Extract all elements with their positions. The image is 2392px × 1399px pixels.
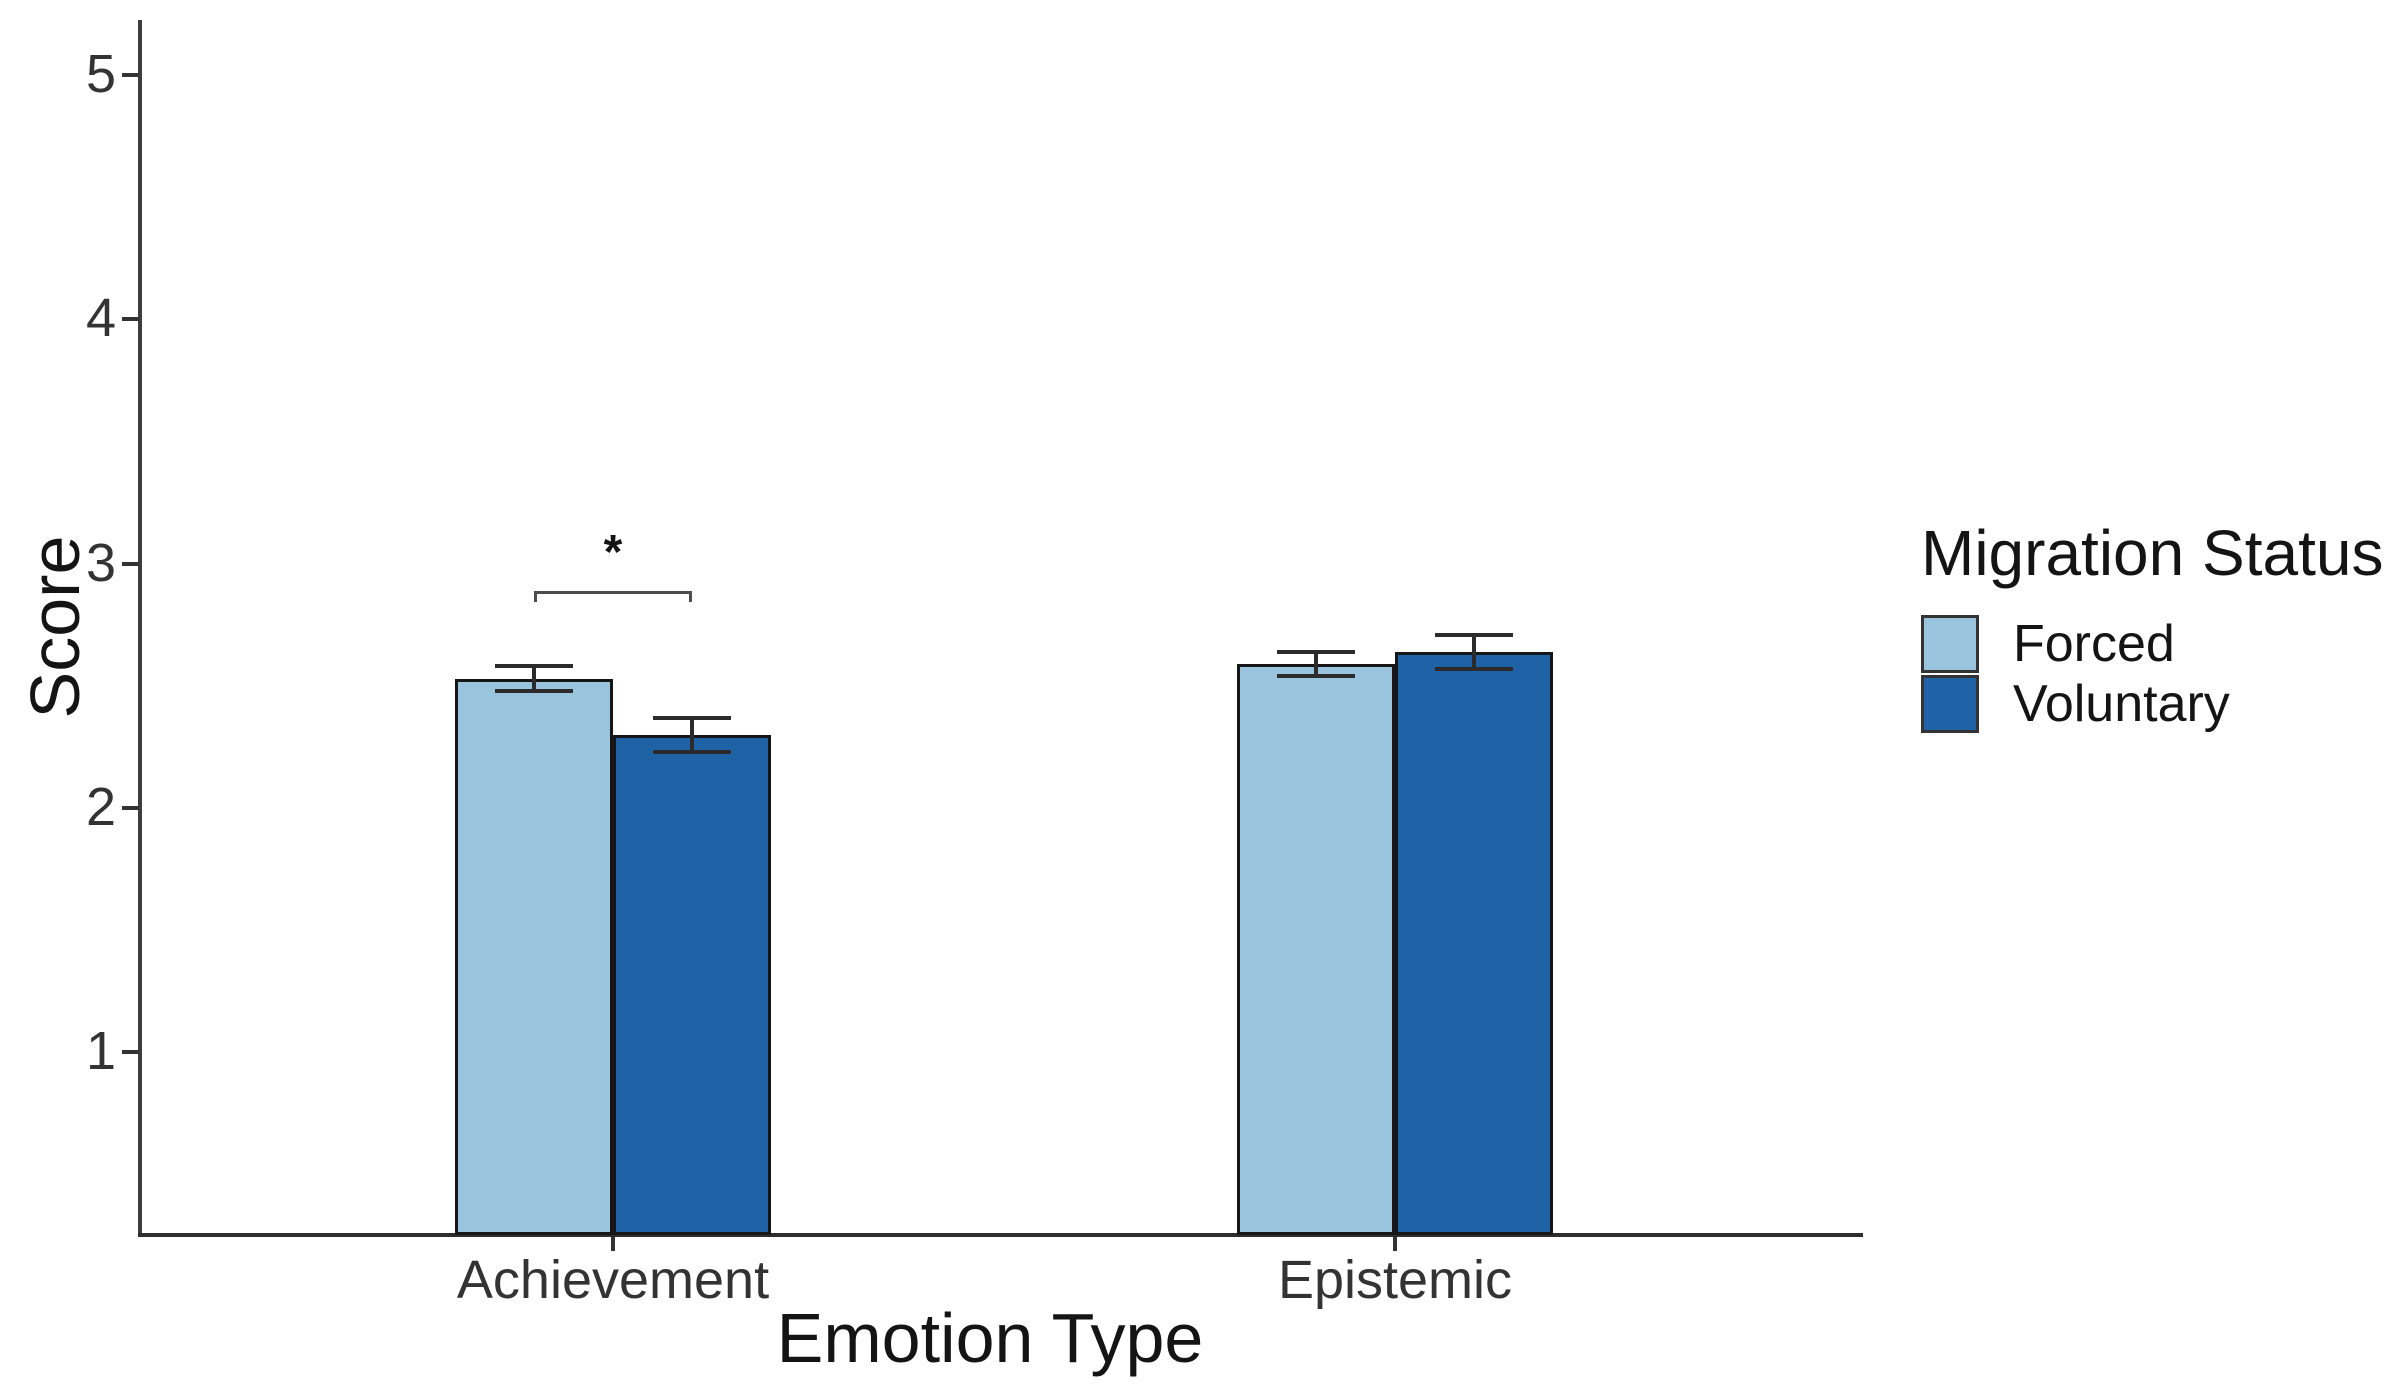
errorbar-forced-epistemic-cap-bottom	[1277, 674, 1355, 679]
errorbar-voluntary-epistemic-stem	[1472, 634, 1476, 669]
y-tick-label: 4	[85, 288, 116, 349]
bar-voluntary-achievement	[613, 734, 771, 1235]
y-axis-line	[138, 20, 142, 1237]
legend-label-voluntary: Voluntary	[2013, 674, 2230, 733]
y-tick-mark	[122, 1050, 139, 1055]
bar-forced-achievement	[455, 678, 613, 1235]
legend-item-forced: Forced	[1921, 614, 2392, 673]
x-tick-mark	[1393, 1237, 1397, 1251]
y-tick-label: 3	[85, 532, 116, 593]
legend-title: Migration Status	[1921, 517, 2384, 589]
legend-key-forced-swatch	[1921, 614, 1979, 673]
x-tick-label-epistemic: Epistemic	[1277, 1250, 1513, 1310]
errorbar-voluntary-achievement-cap-top	[653, 715, 731, 720]
bar-voluntary-epistemic	[1395, 651, 1553, 1235]
legend-key-voluntary-swatch	[1921, 674, 1979, 733]
errorbar-forced-achievement-cap-bottom	[495, 688, 573, 693]
errorbar-voluntary-achievement-cap-bottom	[653, 749, 731, 754]
x-tick-mark	[611, 1237, 615, 1251]
y-axis-title: Score	[16, 535, 94, 719]
errorbar-forced-achievement-stem	[532, 666, 536, 691]
bar-forced-epistemic	[1237, 663, 1395, 1235]
significance-bracket	[534, 590, 692, 602]
y-tick-mark	[122, 806, 139, 810]
legend: Migration Status Forced Voluntary	[1921, 517, 2392, 734]
errorbar-voluntary-epistemic-cap-bottom	[1435, 666, 1513, 671]
y-tick-mark	[122, 317, 139, 322]
x-axis-line	[138, 1233, 1863, 1237]
y-tick-mark	[122, 561, 139, 566]
legend-label-forced: Forced	[2013, 614, 2175, 673]
errorbar-voluntary-achievement-stem	[690, 717, 694, 752]
y-tick-label: 5	[85, 44, 116, 105]
errorbar-voluntary-epistemic-cap-top	[1435, 632, 1513, 637]
y-tick-label: 1	[85, 1021, 116, 1082]
errorbar-forced-achievement-cap-top	[495, 664, 573, 669]
errorbar-forced-epistemic-cap-top	[1277, 649, 1355, 654]
x-tick-label-achievement: Achievement	[456, 1250, 770, 1310]
significance-star: *	[603, 525, 623, 579]
y-tick-mark	[122, 73, 139, 78]
legend-item-voluntary: Voluntary	[1921, 674, 2392, 733]
x-axis-title: Emotion Type	[776, 1299, 1204, 1377]
errorbar-forced-epistemic-stem	[1314, 651, 1318, 677]
y-tick-label: 2	[85, 776, 116, 837]
